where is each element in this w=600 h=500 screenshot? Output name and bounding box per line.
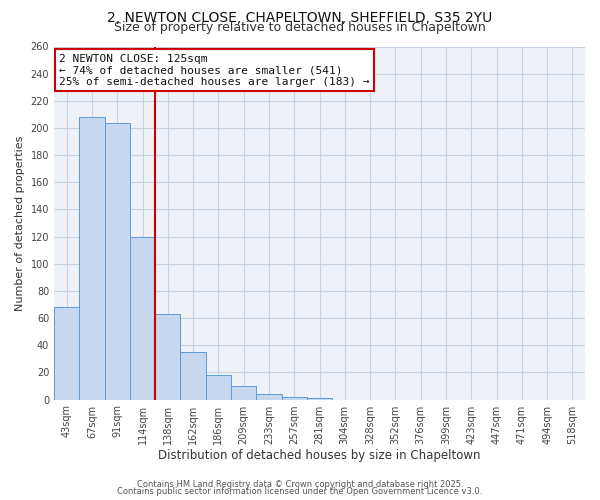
Bar <box>130 236 155 400</box>
X-axis label: Distribution of detached houses by size in Chapeltown: Distribution of detached houses by size … <box>158 450 481 462</box>
Bar <box>181 352 206 400</box>
Y-axis label: Number of detached properties: Number of detached properties <box>15 136 25 310</box>
Text: Size of property relative to detached houses in Chapeltown: Size of property relative to detached ho… <box>114 22 486 35</box>
Bar <box>281 397 307 400</box>
Text: Contains HM Land Registry data © Crown copyright and database right 2025.: Contains HM Land Registry data © Crown c… <box>137 480 463 489</box>
Bar <box>54 307 79 400</box>
Bar <box>155 314 181 400</box>
Bar <box>256 394 281 400</box>
Text: 2, NEWTON CLOSE, CHAPELTOWN, SHEFFIELD, S35 2YU: 2, NEWTON CLOSE, CHAPELTOWN, SHEFFIELD, … <box>107 11 493 25</box>
Bar <box>307 398 332 400</box>
Text: 2 NEWTON CLOSE: 125sqm
← 74% of detached houses are smaller (541)
25% of semi-de: 2 NEWTON CLOSE: 125sqm ← 74% of detached… <box>59 54 370 87</box>
Bar <box>104 122 130 400</box>
Bar <box>79 117 104 400</box>
Bar <box>231 386 256 400</box>
Bar <box>206 375 231 400</box>
Text: Contains public sector information licensed under the Open Government Licence v3: Contains public sector information licen… <box>118 487 482 496</box>
